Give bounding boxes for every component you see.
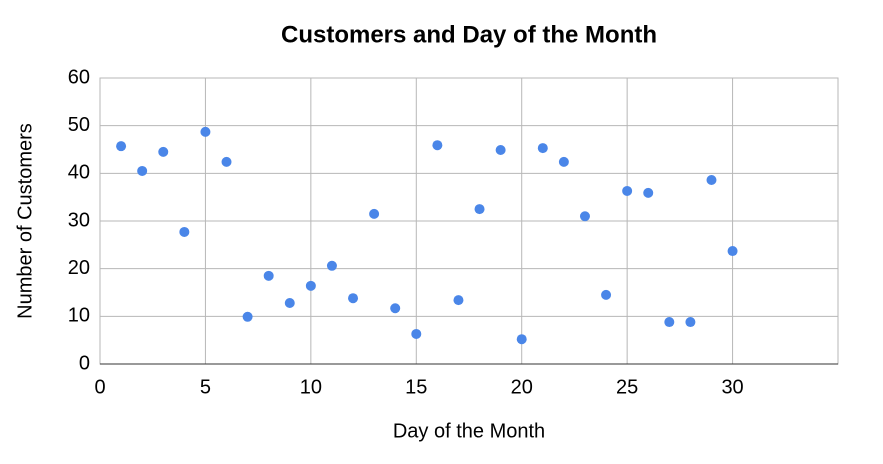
point xyxy=(664,317,675,328)
chart-title: Customers and Day of the Month xyxy=(281,21,657,48)
point xyxy=(601,289,612,300)
point xyxy=(432,140,443,151)
y-tick-label: 0 xyxy=(79,352,90,374)
x-tick-label: 30 xyxy=(721,376,743,398)
point xyxy=(369,208,380,219)
point xyxy=(242,311,253,322)
point xyxy=(390,303,401,314)
point xyxy=(179,226,190,237)
point xyxy=(579,211,590,222)
point xyxy=(305,280,316,291)
x-tick-label: 25 xyxy=(616,376,638,398)
point xyxy=(284,297,295,308)
point xyxy=(158,146,169,157)
point xyxy=(685,317,696,328)
y-axis-label: Number of Customers xyxy=(14,123,36,319)
point xyxy=(706,175,717,186)
x-tick-label: 10 xyxy=(300,376,322,398)
x-tick-label: 0 xyxy=(94,376,105,398)
point xyxy=(137,165,148,176)
y-tick-label: 20 xyxy=(68,257,90,279)
point xyxy=(348,293,359,304)
y-tick-label: 60 xyxy=(68,66,90,88)
x-axis-label: Day of the Month xyxy=(393,420,545,442)
point xyxy=(116,141,127,152)
x-tick-label: 20 xyxy=(511,376,533,398)
y-tick-label: 40 xyxy=(68,162,90,184)
y-tick-label: 50 xyxy=(68,114,90,136)
point xyxy=(326,260,337,271)
point xyxy=(411,328,422,339)
point xyxy=(727,246,738,257)
x-tick-label: 15 xyxy=(405,376,427,398)
point xyxy=(622,185,633,196)
point xyxy=(200,126,211,137)
x-tick-label: 5 xyxy=(200,376,211,398)
point xyxy=(558,156,569,167)
point xyxy=(221,156,232,167)
point xyxy=(453,295,464,306)
point xyxy=(495,144,506,155)
point xyxy=(643,187,654,198)
y-tick-label: 10 xyxy=(68,305,90,327)
y-tick-label: 30 xyxy=(68,209,90,231)
point xyxy=(516,334,527,345)
point xyxy=(263,270,274,281)
point xyxy=(537,143,548,154)
point xyxy=(474,204,485,215)
